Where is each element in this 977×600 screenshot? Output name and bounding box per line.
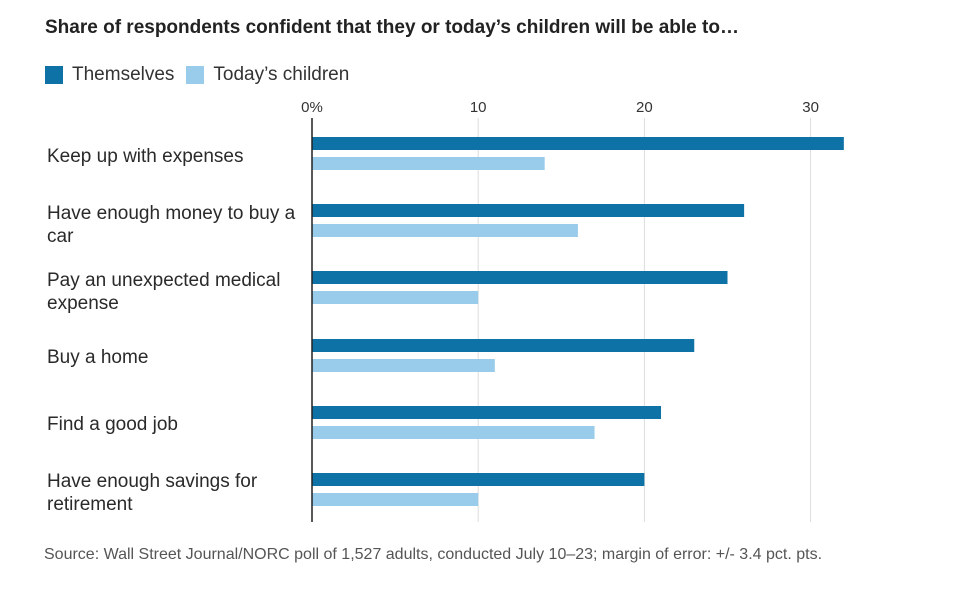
bar-todays-children xyxy=(312,493,479,506)
bar-themselves xyxy=(312,406,662,419)
bar-todays-children xyxy=(312,291,479,304)
x-tick-label: 10 xyxy=(470,99,487,116)
category-label: Pay an unexpected medical expense xyxy=(47,270,281,314)
legend-label-themselves: Themselves xyxy=(72,64,175,85)
bar-todays-children xyxy=(312,426,595,439)
category-label: Have enough savings for retirement xyxy=(47,471,258,515)
category-label: Find a good job xyxy=(47,414,178,435)
bar-todays-children xyxy=(312,359,495,372)
legend: Themselves Today’s children xyxy=(45,64,349,86)
legend-item-themselves: Themselves xyxy=(45,64,174,86)
bar-todays-children xyxy=(312,224,578,237)
source-note: Source: Wall Street Journal/NORC poll of… xyxy=(44,546,823,563)
category-label: Buy a home xyxy=(47,347,149,368)
x-tick-label: 20 xyxy=(636,99,653,116)
bar-themselves xyxy=(312,271,728,284)
legend-item-todays-children: Today’s children xyxy=(186,64,349,86)
bar-todays-children xyxy=(312,157,545,170)
x-tick-label: 0% xyxy=(301,99,323,116)
legend-swatch-themselves xyxy=(45,66,63,84)
bar-themselves xyxy=(312,339,695,352)
bar-themselves xyxy=(312,137,844,150)
category-label: Have enough money to buy a car xyxy=(47,203,296,247)
legend-label-todays-children: Today’s children xyxy=(213,64,350,85)
category-label: Keep up with expenses xyxy=(47,146,244,167)
bar-themselves xyxy=(312,204,745,217)
bar-themselves xyxy=(312,473,645,486)
legend-swatch-todays-children xyxy=(186,66,205,84)
x-tick-label: 30 xyxy=(802,99,819,116)
chart-title: Share of respondents confident that they… xyxy=(45,17,739,38)
